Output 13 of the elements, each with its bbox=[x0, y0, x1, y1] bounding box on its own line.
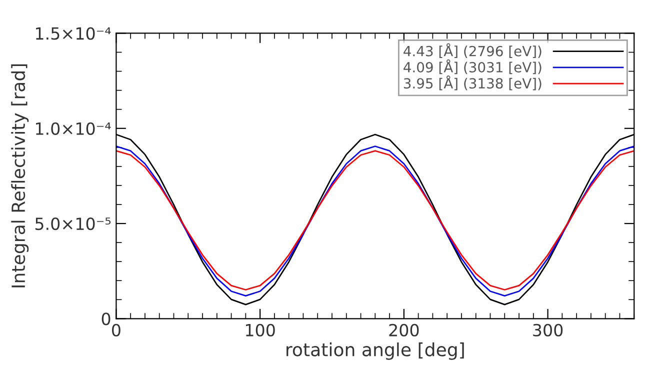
x-axis-title: rotation angle [deg] bbox=[286, 342, 464, 360]
legend-label: 4.09 [Å] (3031 [eV]) bbox=[404, 59, 542, 74]
x-tick-label: 200 bbox=[389, 324, 419, 336]
x-tick-label: 0 bbox=[112, 324, 120, 336]
x-tick-label: 100 bbox=[246, 324, 275, 336]
y-tick-label: 1.0×10⁻⁴ bbox=[36, 122, 111, 135]
y-axis-title: Integral Reflectivity [rad] bbox=[11, 64, 29, 288]
legend-label: 4.43 [Å] (2796 [eV]) bbox=[404, 43, 542, 58]
x-tick-label: 300 bbox=[533, 324, 563, 336]
y-tick-label: 0 bbox=[102, 312, 110, 326]
y-tick-label: 5.0×10⁻⁵ bbox=[35, 217, 111, 230]
legend-label: 3.95 [Å] (3138 [eV]) bbox=[404, 76, 542, 90]
y-tick-label: 1.5×10⁻⁴ bbox=[36, 27, 111, 40]
